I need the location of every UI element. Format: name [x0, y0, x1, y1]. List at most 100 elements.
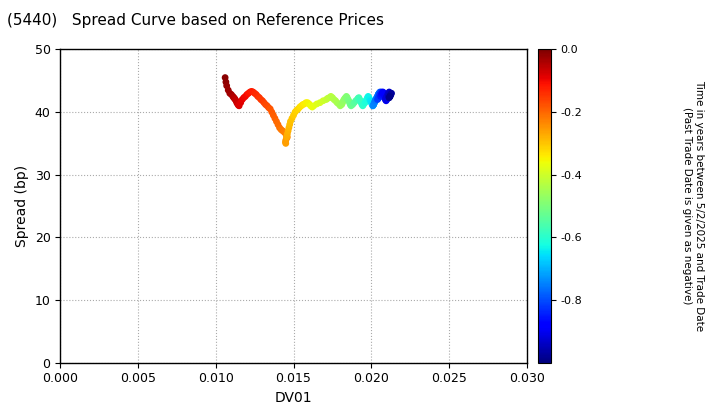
Point	[328, 96, 340, 103]
Point	[241, 91, 253, 98]
Point	[351, 96, 363, 103]
Point	[268, 112, 279, 118]
Point	[374, 93, 385, 100]
Point	[375, 90, 387, 97]
Point	[327, 94, 338, 101]
Point	[374, 90, 385, 97]
Point	[291, 107, 302, 113]
Point	[356, 101, 368, 108]
Point	[359, 99, 371, 106]
Point	[380, 94, 392, 101]
Point	[261, 102, 273, 109]
Point	[376, 91, 387, 98]
Point	[236, 96, 248, 103]
Point	[246, 88, 257, 95]
Point	[252, 93, 264, 100]
Point	[257, 97, 269, 104]
Point	[385, 91, 397, 98]
Point	[269, 115, 281, 122]
Point	[299, 100, 310, 107]
Point	[369, 97, 381, 104]
Point	[345, 101, 356, 108]
Point	[368, 101, 379, 108]
Point	[384, 89, 395, 95]
Point	[231, 99, 243, 106]
Point	[281, 133, 292, 139]
Point	[279, 139, 291, 145]
Point	[372, 93, 383, 100]
Point	[379, 91, 390, 98]
Point	[251, 91, 262, 98]
Point	[340, 94, 351, 101]
Point	[238, 94, 250, 101]
Point	[335, 102, 346, 109]
Point	[307, 104, 318, 110]
Point	[225, 91, 237, 98]
Point	[382, 91, 393, 98]
Point	[338, 96, 350, 103]
Point	[305, 102, 316, 109]
Point	[325, 93, 337, 100]
Point	[281, 134, 292, 141]
Point	[372, 93, 383, 100]
Point	[361, 94, 373, 101]
Point	[377, 90, 388, 97]
Point	[228, 94, 240, 101]
Point	[280, 140, 292, 147]
Point	[372, 91, 384, 98]
Point	[294, 104, 305, 110]
Point	[244, 89, 256, 95]
Point	[379, 93, 391, 100]
Point	[384, 93, 396, 100]
Point	[356, 99, 367, 106]
Point	[318, 97, 329, 104]
Point	[360, 97, 372, 104]
Point	[331, 99, 343, 106]
Point	[243, 90, 254, 97]
Point	[343, 99, 355, 106]
Point	[233, 102, 245, 109]
Point	[381, 96, 392, 103]
Point	[358, 101, 369, 108]
Point	[384, 93, 396, 100]
Point	[336, 101, 348, 108]
Point	[372, 91, 384, 98]
Point	[370, 96, 382, 103]
Point	[292, 105, 304, 112]
Point	[369, 99, 380, 106]
Point	[352, 95, 364, 102]
Point	[258, 99, 270, 106]
Point	[380, 97, 392, 104]
Point	[281, 135, 292, 142]
Point	[260, 101, 271, 108]
Point	[366, 99, 377, 106]
X-axis label: DV01: DV01	[275, 391, 312, 405]
Point	[233, 102, 244, 108]
Point	[337, 99, 348, 106]
Point	[284, 118, 296, 125]
Point	[364, 96, 376, 103]
Point	[384, 94, 395, 101]
Point	[382, 90, 394, 97]
Point	[264, 105, 276, 112]
Point	[255, 96, 266, 103]
Point	[375, 90, 387, 97]
Point	[277, 128, 289, 134]
Point	[380, 94, 392, 101]
Point	[342, 96, 354, 103]
Point	[283, 124, 294, 131]
Y-axis label: Spread (bp): Spread (bp)	[15, 165, 29, 247]
Point	[367, 102, 379, 109]
Point	[377, 90, 388, 97]
Point	[384, 93, 396, 100]
Point	[366, 101, 378, 108]
Point	[282, 134, 293, 141]
Point	[385, 91, 397, 98]
Point	[271, 118, 282, 125]
Point	[343, 97, 354, 104]
Point	[372, 95, 384, 102]
Point	[230, 97, 242, 104]
Point	[368, 101, 379, 108]
Point	[374, 93, 385, 100]
Point	[282, 131, 293, 137]
